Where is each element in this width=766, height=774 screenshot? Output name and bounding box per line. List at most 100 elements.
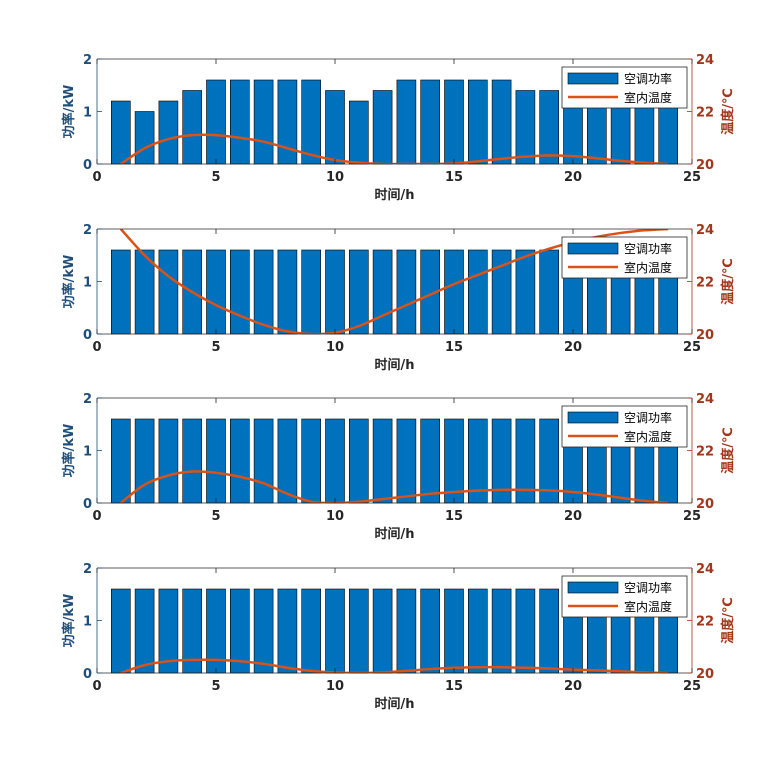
x-axis-title: 时间/h xyxy=(374,526,414,542)
bar-hour-17 xyxy=(491,588,512,674)
bar-hour-18 xyxy=(515,90,536,165)
x-tick-label: 15 xyxy=(445,170,463,185)
x-tick-label: 10 xyxy=(326,340,344,355)
bar-hour-18 xyxy=(515,249,536,335)
bar-hour-16 xyxy=(467,588,488,674)
legend-label-power: 空调功率 xyxy=(624,580,672,595)
bar-hour-1 xyxy=(111,418,131,504)
y-right-axis-title: 温度/℃ xyxy=(720,88,736,135)
x-tick-label: 10 xyxy=(326,170,344,185)
legend-swatch-bar xyxy=(567,411,619,424)
x-tick-label: 0 xyxy=(92,340,101,355)
bar-hour-10 xyxy=(325,418,345,504)
bar-hour-8 xyxy=(277,588,298,674)
bar-hour-13 xyxy=(396,249,417,335)
y-left-tick-label: 1 xyxy=(83,445,92,460)
legend-label-power: 空调功率 xyxy=(624,241,672,256)
bar-hour-6 xyxy=(230,79,250,165)
temperature-line xyxy=(120,658,669,673)
bar-hour-14 xyxy=(420,588,441,674)
y-left-tick-label: 0 xyxy=(83,497,92,512)
bar-hour-9 xyxy=(301,588,322,674)
legend-label-temperature: 室内温度 xyxy=(624,429,672,444)
x-tick-label: 15 xyxy=(445,679,463,694)
bar-hour-5 xyxy=(206,249,226,335)
bar-hour-1 xyxy=(111,588,131,674)
y-left-axis-title: 功率/kW xyxy=(61,594,77,648)
y-left-tick-label: 2 xyxy=(83,53,92,68)
bar-hour-4 xyxy=(182,418,202,504)
bar-hour-4 xyxy=(182,90,202,165)
legend-swatch-bar xyxy=(567,72,619,85)
x-tick-label: 0 xyxy=(92,679,101,694)
x-tick-label: 15 xyxy=(445,340,463,355)
x-tick-label: 20 xyxy=(564,679,582,694)
y-right-tick-label: 22 xyxy=(696,106,714,121)
x-tick-label: 25 xyxy=(683,509,701,524)
legend-label-temperature: 室内温度 xyxy=(624,599,672,614)
x-tick-label: 20 xyxy=(564,340,582,355)
bar-hour-19 xyxy=(539,588,560,674)
bar-hour-15 xyxy=(444,588,464,674)
legend-label-power: 空调功率 xyxy=(624,71,672,86)
x-tick-label: 5 xyxy=(211,170,220,185)
y-left-tick-label: 2 xyxy=(83,223,92,238)
x-tick-label: 0 xyxy=(92,509,101,524)
bar-hour-6 xyxy=(230,418,250,504)
bar-hour-7 xyxy=(253,418,274,504)
x-tick-label: 15 xyxy=(445,509,463,524)
y-right-tick-label: 20 xyxy=(696,158,714,173)
bar-hour-14 xyxy=(420,418,441,504)
x-axis-title: 时间/h xyxy=(374,696,414,712)
y-right-tick-label: 20 xyxy=(696,667,714,682)
bar-hour-2 xyxy=(134,588,155,674)
y-right-tick-label: 22 xyxy=(696,615,714,630)
y-right-tick-label: 20 xyxy=(696,328,714,343)
y-left-axis-title: 功率/kW xyxy=(61,85,77,139)
y-left-tick-label: 0 xyxy=(83,158,92,173)
bar-hour-1 xyxy=(111,249,131,335)
bar-hour-7 xyxy=(253,588,274,674)
x-tick-label: 20 xyxy=(564,509,582,524)
bar-hour-12 xyxy=(372,90,393,165)
x-tick-label: 0 xyxy=(92,170,101,185)
legend-swatch-bar xyxy=(567,581,619,594)
bar-hour-8 xyxy=(277,249,298,335)
x-tick-label: 25 xyxy=(683,170,701,185)
bar-hour-12 xyxy=(372,249,393,335)
bar-hour-5 xyxy=(206,418,226,504)
bar-hour-11 xyxy=(348,588,369,674)
y-left-axis-title: 功率/kW xyxy=(61,255,77,309)
bar-hour-11 xyxy=(348,249,369,335)
y-left-tick-label: 2 xyxy=(83,392,92,407)
x-tick-label: 5 xyxy=(211,679,220,694)
y-left-tick-label: 1 xyxy=(83,615,92,630)
bar-hour-15 xyxy=(444,79,464,165)
x-tick-label: 10 xyxy=(326,509,344,524)
bar-hour-10 xyxy=(325,588,345,674)
y-right-tick-label: 20 xyxy=(696,497,714,512)
bar-hour-7 xyxy=(253,79,274,165)
legend-label-temperature: 室内温度 xyxy=(624,90,672,105)
bar-hour-9 xyxy=(301,418,322,504)
legend-swatch-bar xyxy=(567,242,619,255)
y-left-tick-label: 1 xyxy=(83,276,92,291)
x-tick-label: 10 xyxy=(326,679,344,694)
y-right-tick-label: 22 xyxy=(696,276,714,291)
x-axis-title: 时间/h xyxy=(374,357,414,373)
bar-hour-11 xyxy=(348,418,369,504)
bar-hour-11 xyxy=(348,100,369,165)
bar-hour-1 xyxy=(111,100,131,165)
bar-hour-12 xyxy=(372,588,393,674)
y-right-axis-title: 温度/℃ xyxy=(720,597,736,644)
x-tick-label: 5 xyxy=(211,509,220,524)
bar-hour-3 xyxy=(158,418,179,504)
